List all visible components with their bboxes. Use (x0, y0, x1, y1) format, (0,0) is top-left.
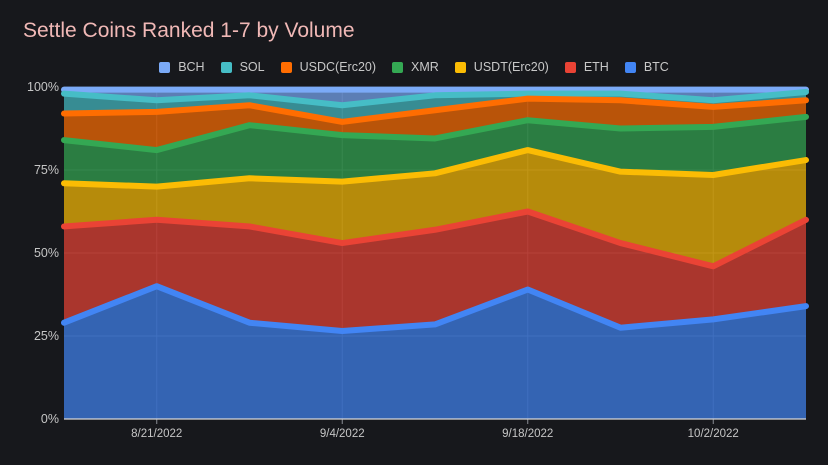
legend-label: USDC(Erc20) (299, 60, 377, 74)
legend-label: ETH (583, 60, 609, 74)
area-usdc-erc20 (64, 98, 806, 151)
legend-label: BTC (643, 60, 669, 74)
legend-label: USDT(Erc20) (473, 60, 549, 74)
y-tick-label: 75% (34, 163, 59, 177)
legend-item-xmr[interactable]: XMR (392, 60, 439, 74)
legend-label: BCH (178, 60, 205, 74)
line-usdc-erc20 (61, 95, 809, 125)
legend-label: XMR (411, 60, 439, 74)
y-tick-label: 100% (27, 80, 59, 94)
series-lines-layer (61, 86, 809, 335)
legend-item-eth[interactable]: ETH (564, 60, 609, 74)
legend-swatch (624, 61, 636, 73)
legend-swatch (280, 61, 292, 73)
area-eth (64, 211, 806, 332)
line-btc (61, 283, 809, 335)
chart-title: Settle Coins Ranked 1-7 by Volume (23, 19, 355, 42)
line-eth (61, 208, 809, 270)
line-xmr (61, 113, 809, 154)
legend-swatch (220, 61, 232, 73)
legend-item-usdt-erc20[interactable]: USDT(Erc20) (454, 60, 549, 74)
legend-item-bch[interactable]: BCH (159, 60, 205, 74)
x-tick-label: 9/4/2022 (320, 428, 365, 440)
legend-swatch (159, 61, 171, 73)
x-tick-label: 9/18/2022 (502, 428, 553, 440)
line-sol (61, 88, 809, 109)
x-tick-label: 8/21/2022 (131, 428, 182, 440)
legend-item-sol[interactable]: SOL (220, 60, 265, 74)
legend-label: SOL (239, 60, 265, 74)
legend-swatch (392, 61, 404, 73)
legend-swatch (454, 61, 466, 73)
y-tick-label: 0% (41, 412, 59, 426)
area-btc (64, 286, 806, 419)
axes-layer: 0% 25% 50% 75% 100% 8/21/2022 9/4/2022 9/18/202… (27, 80, 806, 440)
legend-item-btc[interactable]: BTC (624, 60, 669, 74)
y-tick-label: 50% (34, 246, 59, 260)
y-tick-label: 25% (34, 329, 59, 343)
legend-item-usdc-erc20[interactable]: USDC(Erc20) (280, 60, 377, 74)
legend-swatch (564, 61, 576, 73)
legend: BCH SOL USDC(Erc20) XMR USDT(Erc20) ETH BTC (0, 60, 828, 74)
x-tick-label: 10/2/2022 (688, 428, 739, 440)
line-usdt-erc20 (61, 147, 809, 190)
